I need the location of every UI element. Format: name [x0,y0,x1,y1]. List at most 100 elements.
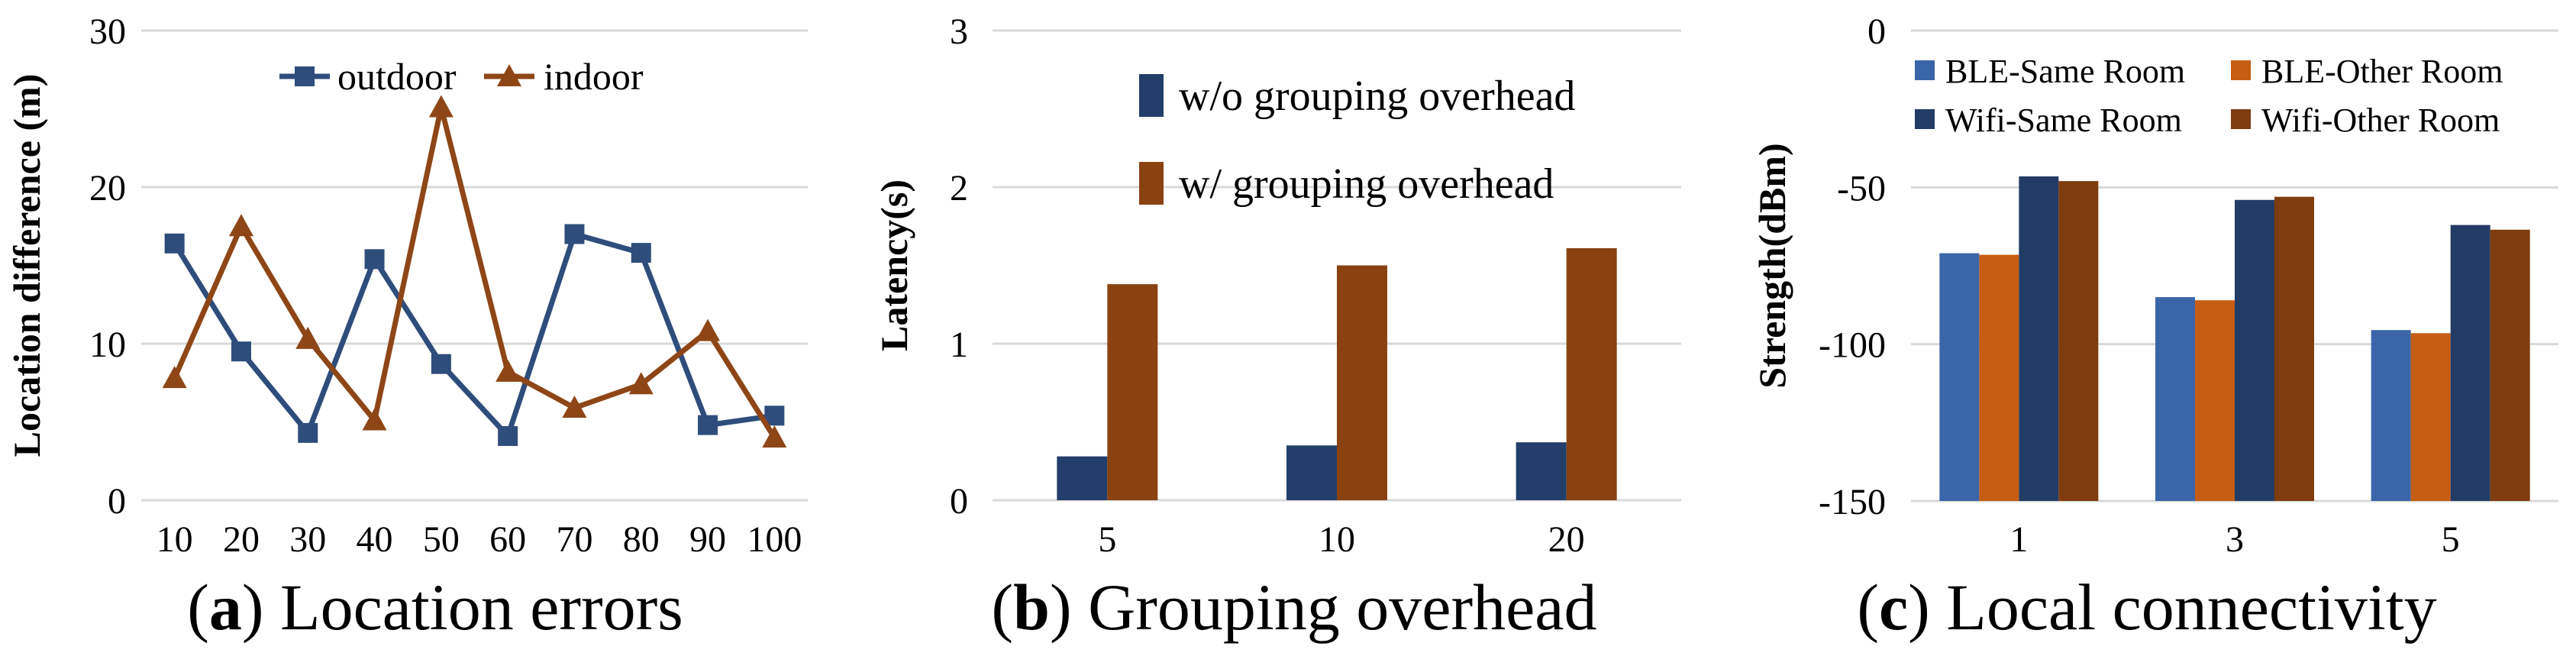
chart-a-plot: 0 10 20 30 Location difference (m) 10 20 30 40 50… [5,11,808,560]
caption-paren: ) [241,570,281,644]
chart-c-canvas: 0 -50 -100 -150 Strength(dBm) 1 3 5 BLE-Same Roo… [1718,0,2576,669]
x-tick-label: 3 [2226,519,2244,560]
caption-text: Location errors [280,570,683,644]
square-marker [231,341,251,362]
bar [2235,199,2274,501]
legend-item-Wifi-Other Room: Wifi-Other Room [2231,102,2500,139]
series-indoor [162,95,787,448]
x-tick-label: 60 [489,519,526,560]
triangle-marker [497,64,521,86]
y-tick-label: 0 [1867,11,1886,52]
bar [1516,442,1567,500]
legend-item-outdoor: outdoor [279,55,457,98]
series-BLE-Other Room [1979,254,2451,501]
bar [2058,181,2099,501]
bar [2274,196,2314,501]
legend-label: Wifi-Other Room [2261,102,2500,139]
y-axis-label: Location difference (m) [5,74,48,457]
triangle-marker [696,318,721,341]
y-axis-label: Latency(s) [873,179,915,351]
y-tick-label: 20 [89,168,126,208]
legend-item-w/o grouping overhead: w/o grouping overhead [1139,73,1575,120]
x-tick-label: 5 [2442,519,2460,560]
panel-grouping-overhead: 0 1 2 3 Latency(s) 5 10 20 w/o grouping overhead… [870,0,1718,669]
bar [1286,445,1337,500]
y-tick-label: 0 [108,481,126,522]
y-tick-label: -150 [1819,482,1886,522]
x-tick-label: 10 [1319,519,1355,560]
legend-label: Wifi-Same Room [1945,102,2182,139]
legend-label: indoor [544,55,644,98]
caption-paren: ( [1857,570,1879,644]
chart-a-canvas: 0 10 20 30 Location difference (m) 10 20 30 40 50… [0,0,870,669]
legend-item-indoor: indoor [484,55,644,98]
caption-text: Local connectivity [1946,570,2437,644]
caption-letter: b [1013,570,1051,644]
series-line [172,106,777,439]
x-tick-label: 90 [689,519,726,560]
square-marker [295,66,315,86]
legend-swatch [1139,162,1164,205]
bar [2195,300,2235,501]
y-axis-label: Strength(dBm) [1751,143,1793,388]
legend-label: BLE-Other Room [2261,53,2503,90]
triangle-marker [228,214,253,237]
caption-text: Grouping overhead [1088,570,1597,644]
y-tick-label: -100 [1819,325,1886,366]
x-tick-label: 20 [1548,519,1585,560]
legend-swatch [2231,109,2251,129]
y-tick-label: -50 [1837,168,1886,208]
bar [2450,225,2490,501]
y-tick-label: 3 [950,11,968,52]
chart-b-caption: (b) Grouping overhead [870,571,1718,644]
series-w/ grouping overhead [1107,247,1617,500]
triangle-marker [295,326,321,349]
triangle-marker [628,372,654,395]
x-tick-label: 80 [623,519,660,560]
caption-letter: c [1878,570,1909,644]
x-tick-label: 100 [747,519,802,560]
chart-c-plot: 0 -50 -100 -150 Strength(dBm) 1 3 5 BLE-Same Roo… [1751,11,2558,560]
bar [1057,456,1108,500]
square-marker [698,415,718,435]
bar [2490,229,2530,501]
square-marker [298,422,318,443]
x-tick-label: 10 [157,519,193,560]
x-tick-label: 5 [1098,519,1116,560]
square-marker [631,243,651,263]
bar [1939,253,1980,501]
y-tick-label: 0 [950,481,968,522]
square-marker [164,233,185,254]
legend-item-BLE-Same Room: BLE-Same Room [1915,53,2185,90]
triangle-marker [762,425,787,448]
square-marker [364,249,385,270]
legend-label: w/o grouping overhead [1179,73,1575,120]
bar [1979,254,2019,501]
chart-a-caption: (a) Location errors [0,571,870,644]
bar [1337,265,1387,500]
square-marker [498,425,518,446]
chart-b-canvas: 0 1 2 3 Latency(s) 5 10 20 w/o grouping overhead… [870,0,1718,669]
series-Wifi-Same Room [2019,176,2490,501]
series-w/o grouping overhead [1057,442,1567,500]
caption-letter: a [208,570,242,644]
x-tick-label: 40 [357,519,393,560]
legend-item-BLE-Other Room: BLE-Other Room [2231,53,2503,90]
square-marker [431,354,451,374]
legend-swatch [2231,60,2251,80]
series-BLE-Same Room [1939,253,2411,501]
caption-paren: ) [1050,570,1089,644]
bar [2019,176,2059,501]
x-tick-label: 1 [2009,519,2028,560]
x-tick-label: 30 [289,519,326,560]
legend-label: BLE-Same Room [1945,53,2185,90]
legend-label: outdoor [337,55,457,98]
caption-paren: ) [1908,570,1947,644]
legend-swatch [1139,74,1164,117]
series-Wifi-Other Room [2058,181,2530,501]
chart-b-plot: 0 1 2 3 Latency(s) 5 10 20 w/o grouping overhead… [873,11,1681,560]
square-marker [564,224,585,244]
bar [1107,284,1158,500]
x-tick-label: 20 [223,519,260,560]
